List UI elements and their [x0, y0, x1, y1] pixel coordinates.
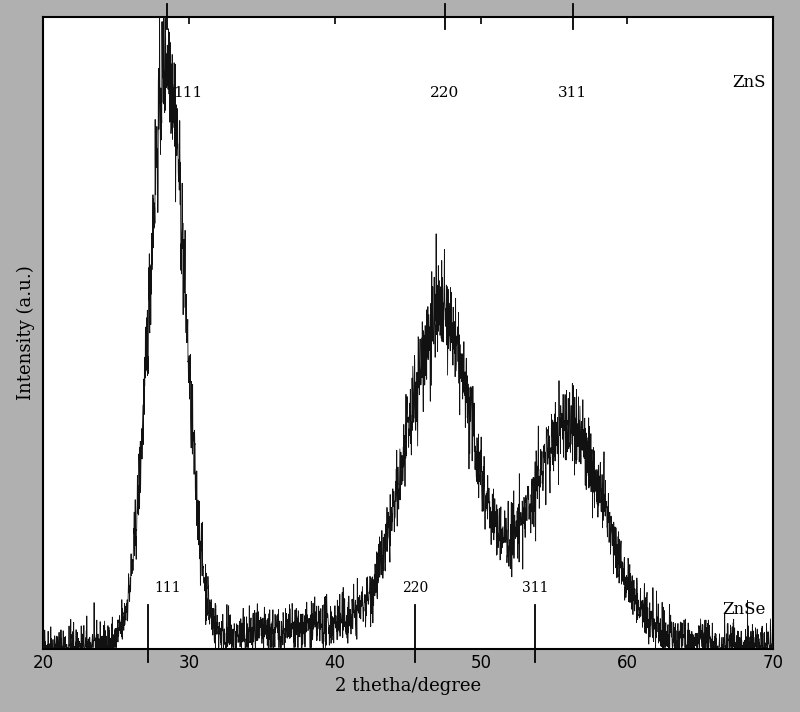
Y-axis label: Intensity (a.u.): Intensity (a.u.): [17, 266, 35, 400]
Text: 220: 220: [430, 86, 459, 100]
X-axis label: 2 thetha/degree: 2 thetha/degree: [335, 677, 481, 696]
Text: 311: 311: [558, 86, 587, 100]
Text: 220: 220: [402, 581, 429, 595]
Text: 111: 111: [154, 581, 181, 595]
Text: ZnSe: ZnSe: [722, 602, 766, 619]
Text: 111: 111: [173, 86, 202, 100]
Text: 311: 311: [522, 581, 548, 595]
Text: ZnS: ZnS: [732, 73, 766, 90]
